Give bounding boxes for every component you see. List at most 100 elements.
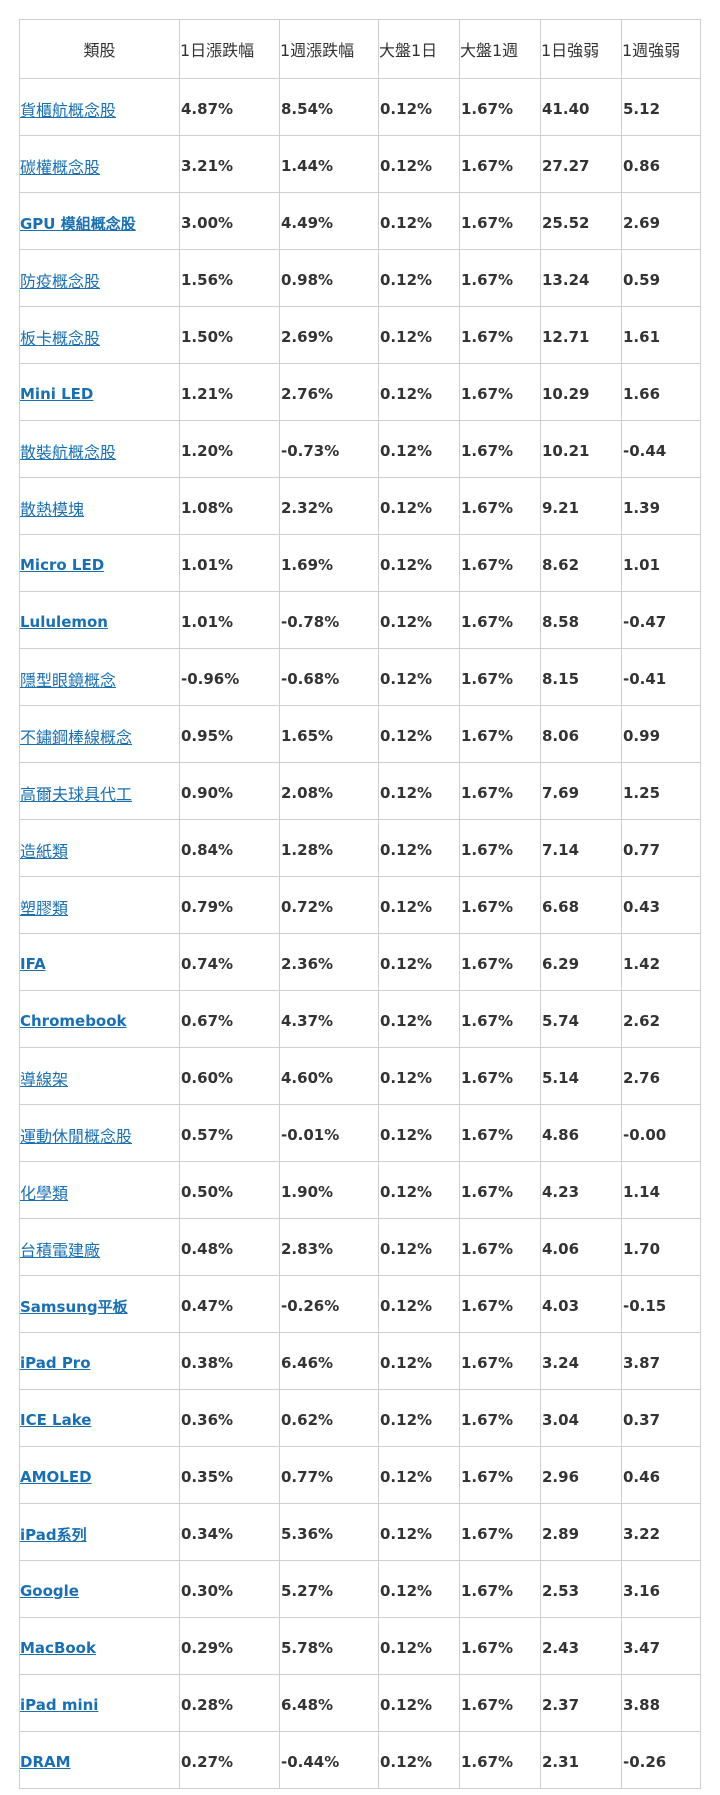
cell-strength-1w: 2.69 xyxy=(621,192,701,250)
cell-market-1d: 0.12% xyxy=(378,876,460,934)
cell-strength-1w: -0.47 xyxy=(621,591,701,649)
cell-strength-1w: 1.66 xyxy=(621,363,701,421)
cell-category: IFA xyxy=(19,933,180,991)
cell-strength-1d: 4.23 xyxy=(540,1161,622,1219)
category-link[interactable]: iPad系列 xyxy=(20,1525,87,1544)
cell-1d-change: 0.74% xyxy=(179,933,280,991)
category-link[interactable]: iPad mini xyxy=(20,1696,99,1714)
category-link[interactable]: AMOLED xyxy=(20,1468,92,1486)
cell-market-1w: 1.67% xyxy=(459,1446,541,1504)
cell-1d-change: 0.27% xyxy=(179,1731,280,1789)
table-header-row: 類股 1日漲跌幅 1週漲跌幅 大盤1日 大盤1週 1日強弱 1週強弱 xyxy=(19,19,701,79)
category-link[interactable]: 散熱模塊 xyxy=(20,500,85,519)
cell-market-1d: 0.12% xyxy=(378,933,460,991)
cell-market-1d: 0.12% xyxy=(378,990,460,1048)
cell-strength-1w: 3.47 xyxy=(621,1617,701,1675)
category-link[interactable]: 化學類 xyxy=(20,1184,69,1203)
cell-strength-1w: -0.44 xyxy=(621,420,701,478)
category-link[interactable]: Mini LED xyxy=(20,385,94,403)
cell-1w-change: 4.49% xyxy=(279,192,379,250)
cell-1d-change: 3.00% xyxy=(179,192,280,250)
cell-market-1d: 0.12% xyxy=(378,1674,460,1732)
table-row: GPU 模組概念股 3.00% 4.49% 0.12% 1.67% 25.52 2.69 xyxy=(19,192,701,250)
cell-1w-change: -0.78% xyxy=(279,591,379,649)
cell-1d-change: -0.96% xyxy=(179,648,280,706)
cell-1d-change: 0.60% xyxy=(179,1047,280,1105)
category-link[interactable]: MacBook xyxy=(20,1639,96,1657)
category-link[interactable]: 散裝航概念股 xyxy=(20,443,117,462)
cell-1w-change: 6.48% xyxy=(279,1674,379,1732)
cell-1w-change: 0.98% xyxy=(279,249,379,307)
cell-market-1d: 0.12% xyxy=(378,135,460,193)
cell-market-1d: 0.12% xyxy=(378,363,460,421)
cell-1w-change: 1.44% xyxy=(279,135,379,193)
category-link[interactable]: Samsung平板 xyxy=(20,1297,128,1316)
category-link[interactable]: Chromebook xyxy=(20,1012,127,1030)
cell-strength-1d: 3.24 xyxy=(540,1332,622,1390)
cell-market-1d: 0.12% xyxy=(378,249,460,307)
cell-category: GPU 模組概念股 xyxy=(19,192,180,250)
cell-strength-1d: 2.96 xyxy=(540,1446,622,1504)
cell-category: 塑膠類 xyxy=(19,876,180,934)
table-row: Samsung平板 0.47% -0.26% 0.12% 1.67% 4.03 -0.15 xyxy=(19,1275,701,1333)
cell-strength-1d: 2.89 xyxy=(540,1503,622,1561)
table-row: AMOLED 0.35% 0.77% 0.12% 1.67% 2.96 0.46 xyxy=(19,1446,701,1504)
cell-1w-change: -0.01% xyxy=(279,1104,379,1162)
cell-strength-1w: 3.16 xyxy=(621,1560,701,1618)
cell-market-1w: 1.67% xyxy=(459,249,541,307)
cell-market-1d: 0.12% xyxy=(378,534,460,592)
table-row: 碳權概念股 3.21% 1.44% 0.12% 1.67% 27.27 0.86 xyxy=(19,135,701,193)
cell-1d-change: 1.20% xyxy=(179,420,280,478)
cell-strength-1d: 13.24 xyxy=(540,249,622,307)
cell-category: iPad mini xyxy=(19,1674,180,1732)
cell-market-1w: 1.67% xyxy=(459,1617,541,1675)
cell-strength-1d: 8.06 xyxy=(540,705,622,763)
cell-category: Micro LED xyxy=(19,534,180,592)
category-link[interactable]: Google xyxy=(20,1582,79,1600)
cell-market-1d: 0.12% xyxy=(378,1332,460,1390)
category-link[interactable]: 運動休閒概念股 xyxy=(20,1127,133,1146)
table-row: Micro LED 1.01% 1.69% 0.12% 1.67% 8.62 1.01 xyxy=(19,534,701,592)
category-link[interactable]: Lululemon xyxy=(20,613,109,631)
category-link[interactable]: 不鏽鋼棒線概念 xyxy=(20,728,133,747)
category-link[interactable]: 台積電建廠 xyxy=(20,1241,101,1260)
cell-category: AMOLED xyxy=(19,1446,180,1504)
cell-strength-1d: 10.21 xyxy=(540,420,622,478)
category-link[interactable]: 塑膠類 xyxy=(20,899,69,918)
cell-market-1d: 0.12% xyxy=(378,420,460,478)
category-link[interactable]: 防疫概念股 xyxy=(20,272,101,291)
cell-market-1w: 1.67% xyxy=(459,78,541,136)
cell-1d-change: 4.87% xyxy=(179,78,280,136)
cell-strength-1d: 5.14 xyxy=(540,1047,622,1105)
table-row: ICE Lake 0.36% 0.62% 0.12% 1.67% 3.04 0.37 xyxy=(19,1389,701,1447)
category-link[interactable]: GPU 模組概念股 xyxy=(20,214,136,233)
cell-1d-change: 1.01% xyxy=(179,591,280,649)
category-link[interactable]: 隱型眼鏡概念 xyxy=(20,671,117,690)
cell-market-1d: 0.12% xyxy=(378,1560,460,1618)
category-link[interactable]: 貨櫃航概念股 xyxy=(20,101,117,120)
category-link[interactable]: 造紙類 xyxy=(20,842,69,861)
cell-market-1w: 1.67% xyxy=(459,1047,541,1105)
cell-category: 散熱模塊 xyxy=(19,477,180,535)
category-link[interactable]: 碳權概念股 xyxy=(20,158,101,177)
cell-strength-1d: 7.14 xyxy=(540,819,622,877)
cell-category: 造紙類 xyxy=(19,819,180,877)
cell-1w-change: 2.08% xyxy=(279,762,379,820)
cell-market-1w: 1.67% xyxy=(459,363,541,421)
category-link[interactable]: iPad Pro xyxy=(20,1354,91,1372)
category-link[interactable]: 高爾夫球具代工 xyxy=(20,785,133,804)
cell-strength-1w: 1.42 xyxy=(621,933,701,991)
category-link[interactable]: 板卡概念股 xyxy=(20,329,101,348)
category-link[interactable]: Micro LED xyxy=(20,556,105,574)
cell-1w-change: 2.36% xyxy=(279,933,379,991)
cell-1d-change: 0.29% xyxy=(179,1617,280,1675)
category-link[interactable]: ICE Lake xyxy=(20,1411,92,1429)
cell-strength-1d: 25.52 xyxy=(540,192,622,250)
cell-strength-1d: 8.15 xyxy=(540,648,622,706)
cell-category: 散裝航概念股 xyxy=(19,420,180,478)
cell-1w-change: 4.60% xyxy=(279,1047,379,1105)
category-link[interactable]: 導線架 xyxy=(20,1070,69,1089)
category-link[interactable]: DRAM xyxy=(20,1753,71,1771)
category-link[interactable]: IFA xyxy=(20,955,46,973)
cell-strength-1w: 0.46 xyxy=(621,1446,701,1504)
